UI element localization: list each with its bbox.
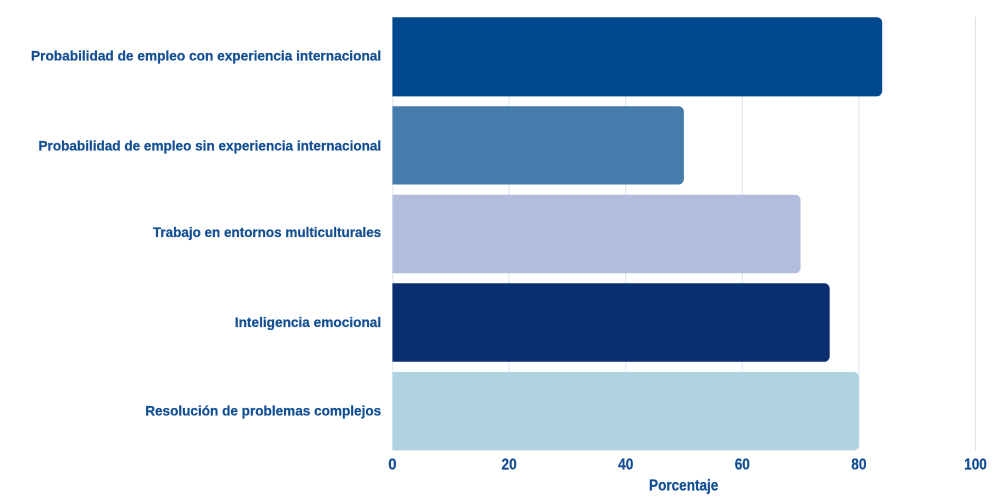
svg-text:Probabilidad de empleo con exp: Probabilidad de empleo con experiencia i… — [31, 48, 381, 64]
svg-text:80: 80 — [851, 456, 866, 473]
svg-text:100: 100 — [964, 456, 987, 473]
svg-text:60: 60 — [735, 456, 750, 473]
svg-text:Porcentaje: Porcentaje — [649, 477, 719, 494]
svg-text:Trabajo en entornos multicultu: Trabajo en entornos multiculturales — [153, 224, 381, 240]
svg-text:0: 0 — [388, 456, 396, 473]
svg-text:Resolución de problemas comple: Resolución de problemas complejos — [145, 403, 381, 419]
svg-text:Inteligencia emocional: Inteligencia emocional — [235, 314, 381, 330]
svg-text:20: 20 — [502, 456, 517, 473]
svg-text:40: 40 — [618, 456, 633, 473]
svg-text:Probabilidad de empleo sin exp: Probabilidad de empleo sin experiencia i… — [39, 137, 382, 153]
